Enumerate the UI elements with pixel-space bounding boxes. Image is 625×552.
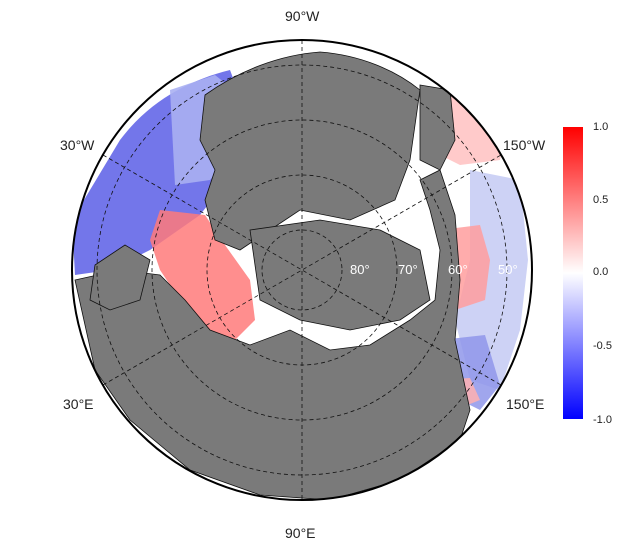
anomaly-red-barents: [150, 210, 255, 345]
lon-label-90e: 90°E: [285, 525, 316, 541]
anomaly-blue-pacific: [455, 170, 528, 390]
lon-label-150w: 150°W: [503, 137, 546, 153]
lon-label-150e: 150°E: [506, 396, 545, 412]
colorbar-tick-neg-1: -1.0: [593, 414, 612, 426]
map-disk: [72, 40, 532, 500]
colorbar: [563, 127, 583, 419]
lon-label-30e: 30°E: [63, 396, 94, 412]
lon-label-30w: 30°W: [60, 137, 95, 153]
colorbar-tick-1: 1.0: [593, 121, 609, 133]
land-eurasia: [74, 169, 471, 500]
lat-label-60: 60°: [448, 262, 468, 277]
colorbar-tick-neg-0-5: -0.5: [593, 340, 612, 352]
lat-label-50: 50°: [498, 262, 518, 277]
lat-label-70: 70°: [398, 262, 418, 277]
land-siberia-central: [249, 219, 431, 331]
lon-label-90w: 90°W: [285, 8, 320, 24]
colorbar-tick-0-5: 0.5: [593, 194, 609, 206]
colorbar-tick-0: 0.0: [593, 266, 609, 278]
land-scandinavia: [89, 244, 151, 311]
lat-label-80: 80°: [350, 262, 370, 277]
map-border: [71, 39, 533, 501]
land-greenland-canada: [199, 51, 421, 251]
